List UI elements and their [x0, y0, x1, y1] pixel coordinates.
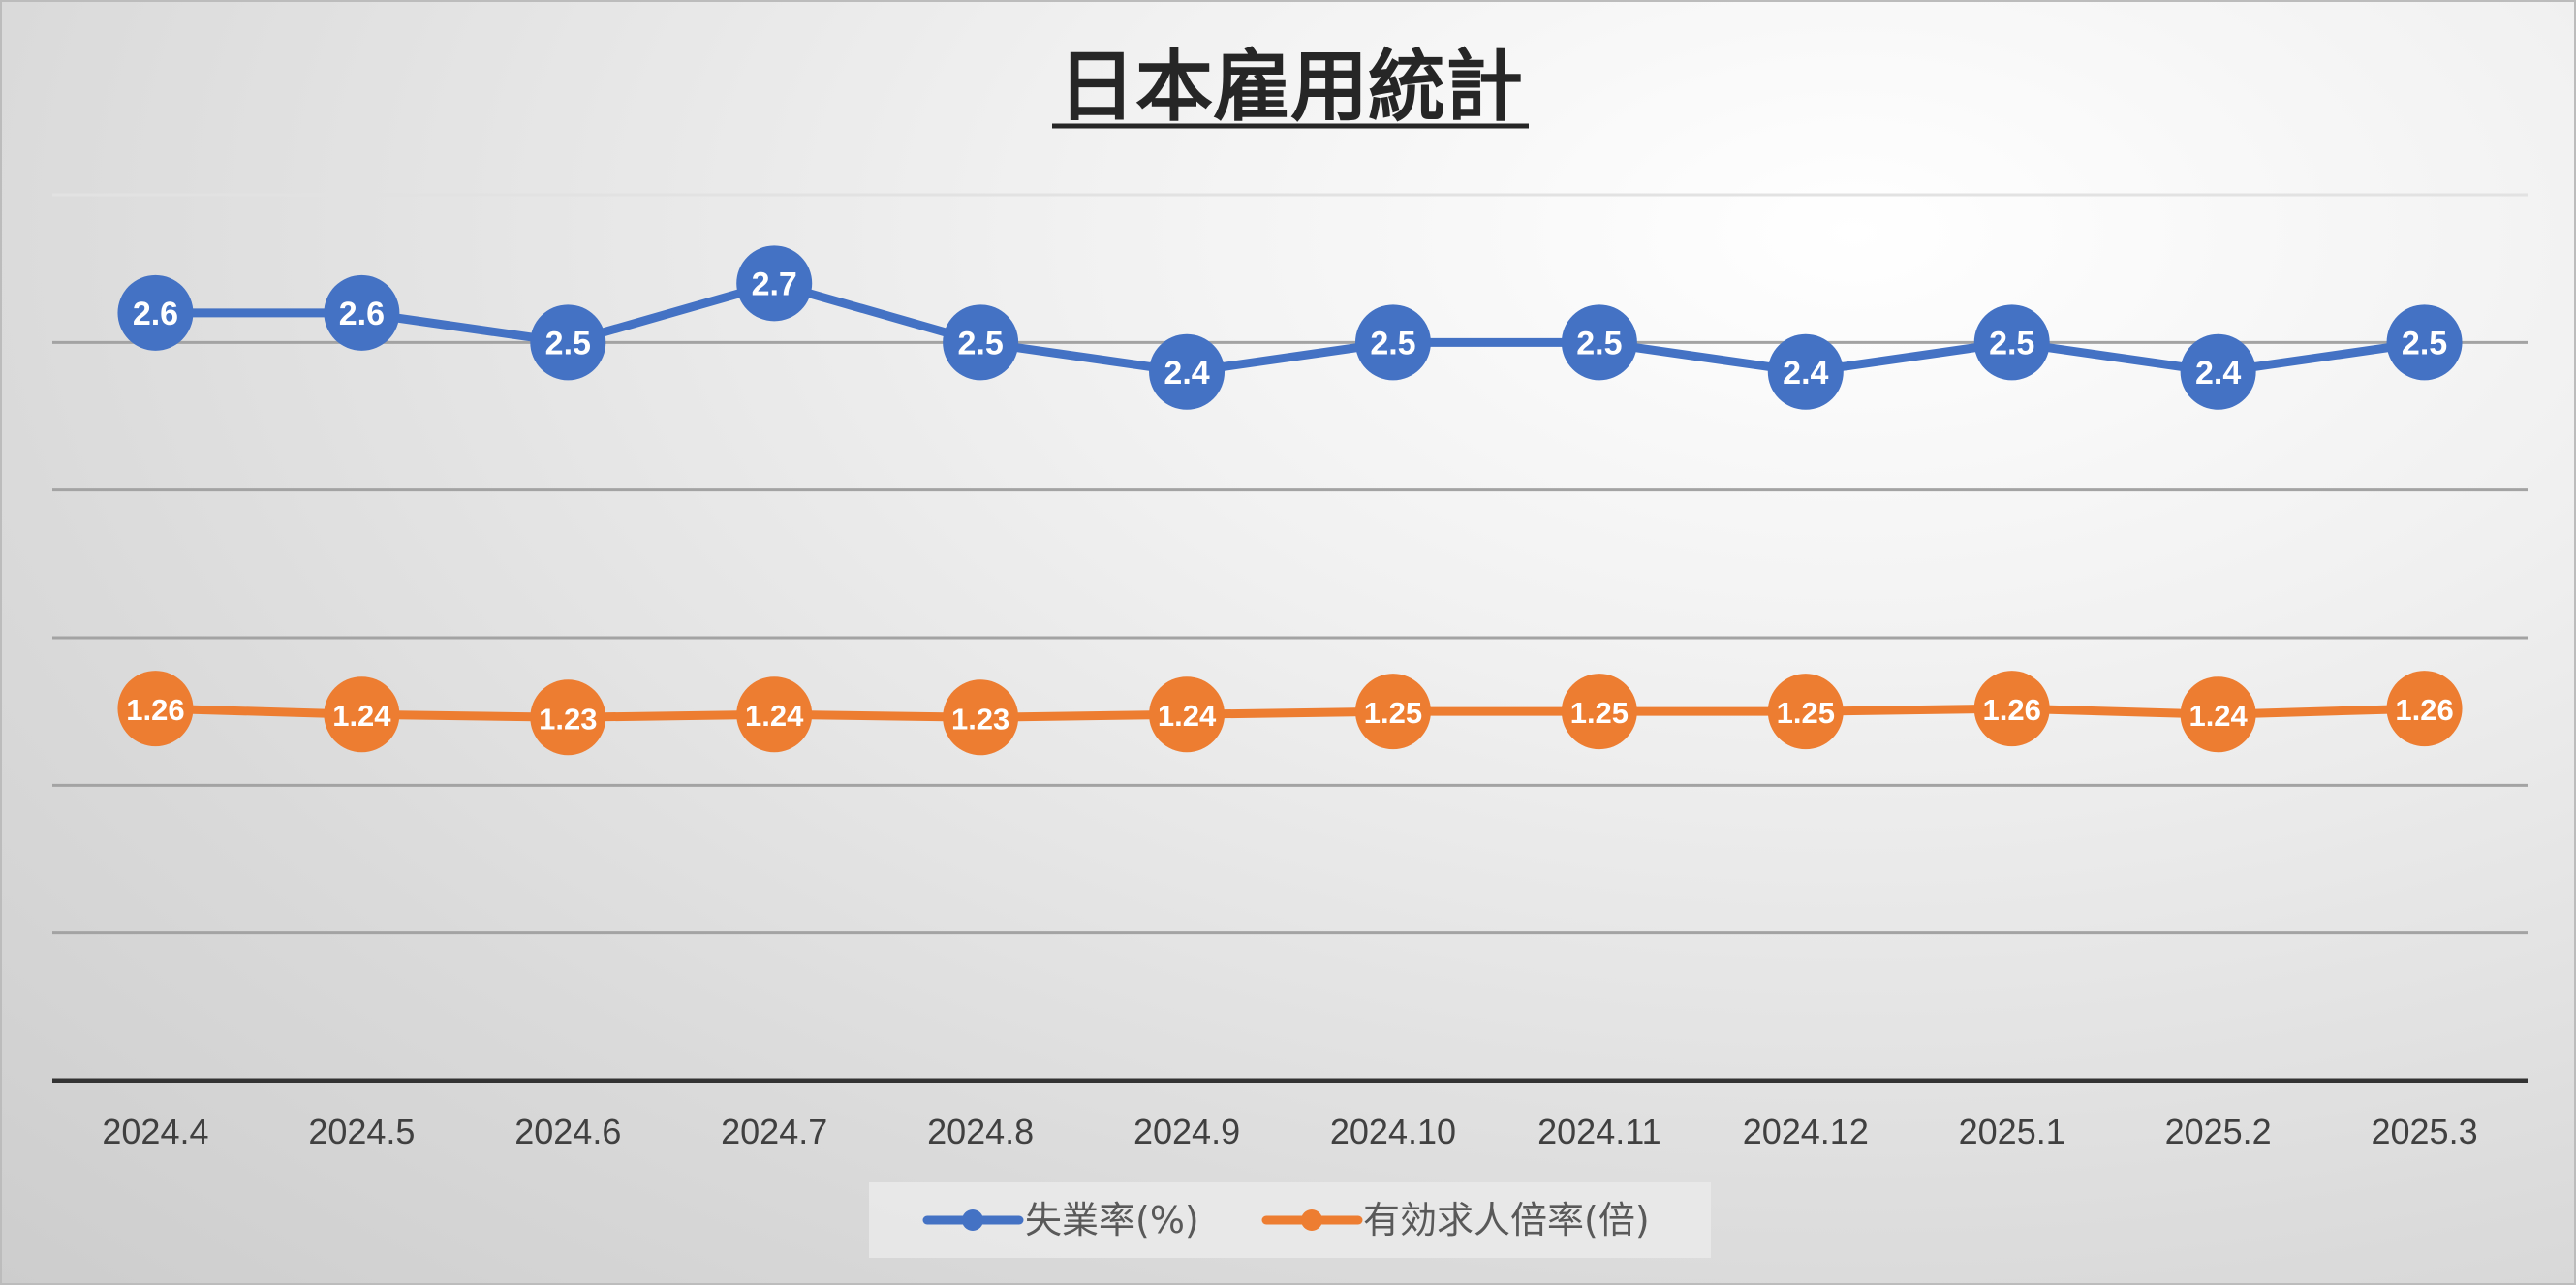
data-label: 2.4 — [2195, 355, 2241, 392]
data-label: 1.25 — [1364, 696, 1422, 730]
data-label: 2.4 — [1164, 355, 1209, 392]
data-label: 2.6 — [133, 296, 178, 332]
data-label: 2.5 — [2402, 325, 2447, 361]
data-point — [1561, 674, 1637, 750]
legend-item-unemployment: 失業率(%) — [922, 1199, 1199, 1241]
data-point — [2386, 671, 2463, 747]
x-tick-label: 2024.10 — [1330, 1112, 1456, 1151]
data-label: 2.6 — [339, 296, 385, 332]
data-point — [1149, 676, 1226, 753]
data-label: 2.4 — [1783, 355, 1828, 392]
legend-label-unemployment: 失業率(%) — [1025, 1199, 1199, 1241]
legend: 失業率(%) 有効求人倍率(倍) — [869, 1182, 1711, 1258]
data-point — [736, 245, 813, 322]
series: 2.6 2.6 2.5 2.7 2.5 2.4 2.5 2.5 2.4 2.5 2.4 2.5 1.26… — [117, 245, 2463, 756]
legend-swatch-job-ratio-marker — [1301, 1209, 1322, 1231]
data-point — [1973, 671, 2050, 747]
data-point — [1354, 304, 1431, 381]
data-point — [2180, 676, 2256, 753]
x-tick-label: 2024.5 — [308, 1112, 415, 1151]
data-label: 2.5 — [957, 325, 1003, 361]
x-tick-label: 2024.11 — [1537, 1112, 1660, 1151]
legend-item-job-ratio: 有効求人倍率(倍) — [1261, 1199, 1650, 1241]
data-point — [324, 274, 400, 351]
data-point — [2180, 333, 2256, 410]
data-point — [1767, 674, 1844, 750]
data-point — [1561, 304, 1637, 381]
data-point — [117, 671, 194, 747]
data-label: 1.25 — [1777, 696, 1835, 730]
x-tick-label: 2024.7 — [721, 1112, 827, 1151]
data-label: 1.24 — [1158, 699, 1217, 733]
data-point — [530, 304, 606, 381]
x-tick-label: 2025.2 — [2165, 1112, 2272, 1151]
data-point — [1767, 333, 1844, 410]
x-tick-label: 2025.3 — [2371, 1112, 2477, 1151]
data-label: 1.24 — [2188, 699, 2248, 733]
data-label: 1.26 — [2395, 693, 2453, 727]
data-label: 2.5 — [1989, 325, 2034, 361]
data-label: 2.7 — [752, 266, 797, 302]
data-label: 1.24 — [332, 699, 391, 733]
x-tick-label: 2025.1 — [1959, 1112, 2065, 1151]
x-tick-label: 2024.6 — [514, 1112, 621, 1151]
x-tick-label: 2024.8 — [927, 1112, 1034, 1151]
data-point — [1973, 304, 2050, 381]
series-group: 1.26 1.24 1.23 1.24 1.23 1.24 1.25 1.25 1.25 1.26… — [117, 671, 2463, 756]
legend-swatch-unemployment-marker — [962, 1209, 983, 1231]
legend-label-job-ratio: 有効求人倍率(倍) — [1363, 1199, 1650, 1241]
x-tick-labels: 2024.4 2024.5 2024.6 2024.7 2024.8 2024.9 2024… — [102, 1112, 2477, 1151]
data-point — [1149, 333, 1226, 410]
data-label: 2.5 — [545, 325, 591, 361]
x-tick-label: 2024.12 — [1743, 1112, 1869, 1151]
series-line — [150, 704, 2430, 722]
data-label: 1.25 — [1570, 696, 1629, 730]
data-point — [2386, 304, 2463, 381]
data-label: 2.5 — [1370, 325, 1415, 361]
chart-title: 日本雇用統計 — [1058, 42, 1523, 132]
x-tick-label: 2024.9 — [1133, 1112, 1240, 1151]
gridlines — [52, 193, 2528, 935]
x-tick-label: 2024.4 — [102, 1112, 208, 1151]
data-point — [117, 274, 194, 351]
data-point — [943, 679, 1019, 756]
series-group: 2.6 2.6 2.5 2.7 2.5 2.4 2.5 2.5 2.4 2.5 2.4 2.5 — [117, 245, 2463, 410]
data-label: 1.26 — [1983, 693, 2041, 727]
data-point — [943, 304, 1019, 381]
data-label: 2.5 — [1576, 325, 1622, 361]
data-label: 1.23 — [539, 702, 597, 736]
data-point — [530, 679, 606, 756]
series-line — [150, 278, 2430, 377]
data-label: 1.23 — [951, 702, 1009, 736]
data-label: 1.24 — [745, 699, 804, 733]
data-point — [736, 676, 813, 753]
data-point — [324, 676, 400, 753]
data-point — [1354, 674, 1431, 750]
data-label: 1.26 — [126, 693, 184, 727]
